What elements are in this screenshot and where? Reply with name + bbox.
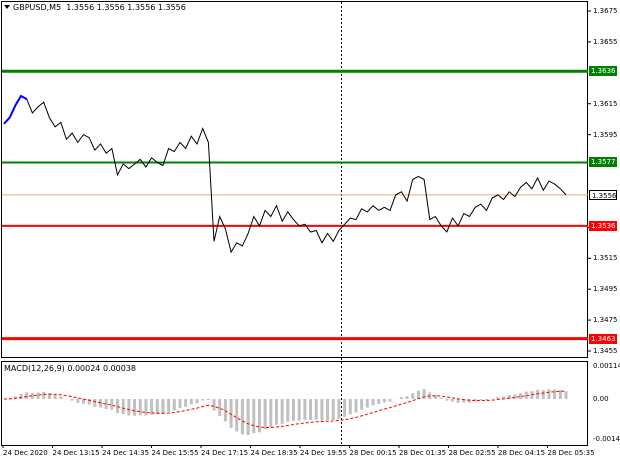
x-tick-label: 28 Dec 01:35 <box>399 449 447 457</box>
macd-title: MACD(12,26,9) 0.00024 0.00038 <box>4 364 136 373</box>
macd-scale-zero: 0.00 <box>593 395 609 403</box>
level-price-label: 1.3463 <box>589 333 617 344</box>
macd-name: MACD(12,26,9) <box>4 364 65 373</box>
y-tick-label: 1.3455 <box>593 347 618 355</box>
y-tick-label: 1.3675 <box>593 7 618 15</box>
y-tick-label: 1.3495 <box>593 285 618 294</box>
macd-pane-frame <box>1 361 588 446</box>
x-tick-label: 28 Dec 00:15 <box>349 449 397 457</box>
y-tick-label: 1.3475 <box>593 316 618 325</box>
ohlc-readout: 1.3556 1.3556 1.3556 1.3556 <box>66 3 186 12</box>
x-tick-label: 28 Dec 02:55 <box>448 449 496 457</box>
x-tick-label: 24 Dec 2020 <box>3 449 48 457</box>
x-tick-label: 24 Dec 15:55 <box>151 449 199 457</box>
highlight-segment <box>3 94 28 125</box>
chart-title: GBPUSD,M5 1.3556 1.3556 1.3556 1.3556 <box>4 3 186 12</box>
x-tick-label: 28 Dec 05:35 <box>547 449 595 457</box>
price-pane-frame <box>1 1 588 358</box>
macd-values: 0.00024 0.00038 <box>67 364 137 373</box>
macd-scale-bottom: -0.00148 <box>593 435 620 443</box>
y-tick-label: 1.3515 <box>593 254 618 263</box>
level-price-label: 1.3636 <box>589 66 617 77</box>
bid-price-label: 1.3556 <box>589 189 617 200</box>
x-tick-label: 24 Dec 17:15 <box>201 449 249 457</box>
x-tick-label: 28 Dec 04:15 <box>498 449 546 457</box>
x-tick-label: 24 Dec 13:15 <box>52 449 100 457</box>
y-tick-label: 1.3595 <box>593 130 618 139</box>
x-tick-label: 24 Dec 18:35 <box>250 449 298 457</box>
y-tick-label: 1.3615 <box>593 99 618 108</box>
dropdown-triangle-icon[interactable] <box>4 5 10 9</box>
y-tick-label: 1.3655 <box>593 37 618 46</box>
level-price-label: 1.3577 <box>589 157 617 168</box>
price-line <box>3 95 567 254</box>
x-tick-label: 24 Dec 19:55 <box>300 449 348 457</box>
macd-signal-line <box>3 390 566 428</box>
x-tick-label: 24 Dec 14:35 <box>102 449 150 457</box>
macd-scale-top: 0.00114 <box>593 362 620 370</box>
level-price-label: 1.3536 <box>589 220 617 231</box>
symbol-label: GBPUSD,M5 <box>13 3 62 12</box>
